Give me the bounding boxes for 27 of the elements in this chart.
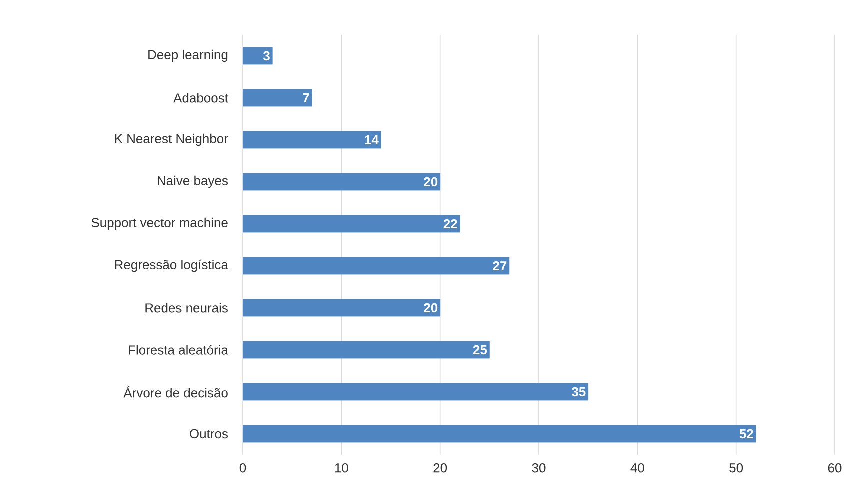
x-tick-label: 10 bbox=[335, 464, 348, 473]
x-tick-label: 40 bbox=[630, 464, 644, 473]
x-tick-label: 30 bbox=[532, 464, 546, 473]
data-label: 25 bbox=[473, 345, 488, 355]
x-tick-label: 60 bbox=[828, 464, 842, 473]
y-tick-label: Support vector machine bbox=[92, 218, 228, 230]
x-tick-label: 0 bbox=[240, 464, 246, 473]
y-tick-label: K Nearest Neighbor bbox=[115, 134, 228, 146]
y-tick-label: Regressão logística bbox=[115, 260, 228, 272]
y-tick-label: Floresta aleatória bbox=[129, 345, 228, 355]
y-tick-label: Árvore de decisão bbox=[124, 386, 228, 398]
y-tick-label: Naive bayes bbox=[158, 176, 228, 188]
data-label: 20 bbox=[424, 303, 438, 313]
y-tick-label: Adaboost bbox=[174, 93, 228, 103]
data-label: 20 bbox=[424, 177, 438, 187]
y-tick-label: Outros bbox=[190, 429, 228, 439]
x-tick-label: 50 bbox=[730, 464, 744, 473]
y-tick-label: Deep learning bbox=[148, 50, 228, 62]
x-tick-label: 20 bbox=[434, 464, 448, 473]
data-label: 7 bbox=[303, 94, 310, 102]
y-tick-label: Redes neurais bbox=[146, 303, 228, 313]
data-label: 3 bbox=[263, 51, 270, 61]
data-label: 22 bbox=[444, 219, 458, 229]
data-label: 14 bbox=[365, 136, 379, 144]
data-label: 52 bbox=[740, 429, 754, 439]
data-label: 35 bbox=[572, 387, 586, 397]
data-label: 27 bbox=[493, 261, 507, 271]
